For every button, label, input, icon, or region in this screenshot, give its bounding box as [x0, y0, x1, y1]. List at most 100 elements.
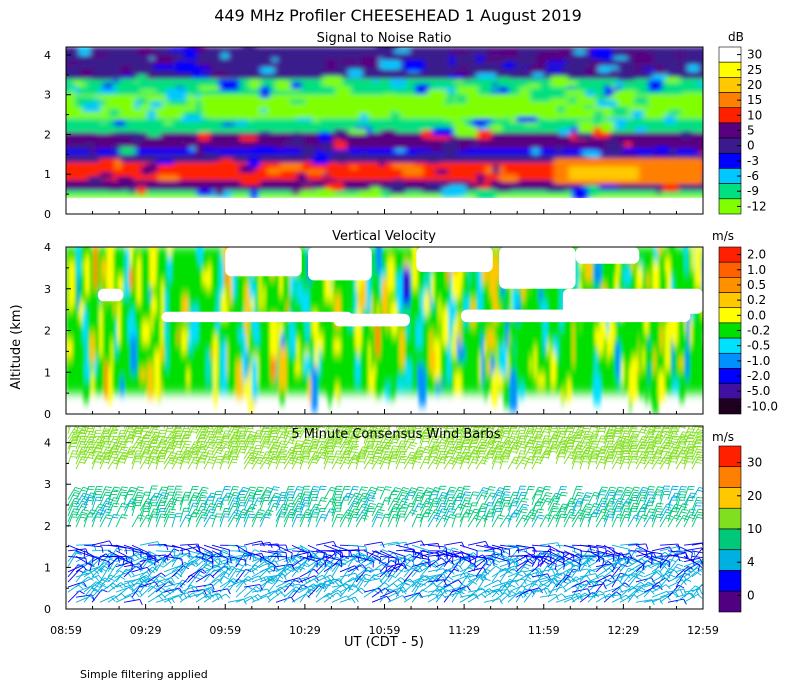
vv-cell — [159, 345, 164, 362]
wind-barb — [211, 575, 229, 588]
wind-barb — [387, 508, 399, 522]
colorbar-swatch — [718, 466, 742, 488]
wind-barb — [307, 508, 321, 522]
vv-cell — [324, 265, 331, 301]
vv-cell — [137, 357, 141, 393]
wind-barb — [195, 555, 214, 569]
wind-barb — [667, 558, 684, 573]
vv-cell — [136, 257, 142, 305]
wind-barb — [347, 587, 367, 598]
wind-barb — [675, 508, 689, 522]
snr-patch — [489, 136, 510, 145]
snr-patch — [669, 148, 676, 159]
vv-cell — [447, 341, 452, 382]
vv-cell — [108, 267, 114, 298]
snr-patch — [248, 113, 254, 121]
wind-barb — [291, 508, 303, 522]
wind-barb — [83, 550, 101, 566]
snr-patch — [376, 47, 398, 55]
wind-barb — [459, 491, 472, 506]
wind-barb — [195, 583, 215, 590]
wind-barb — [523, 583, 539, 598]
wind-barb — [275, 563, 295, 570]
wind-barb — [547, 514, 561, 528]
wind-barb — [691, 497, 703, 511]
snr-patch — [449, 54, 455, 66]
snr-patch — [475, 129, 492, 140]
vv-cell — [559, 286, 564, 332]
snr-patch — [454, 79, 464, 83]
wb-title: 5 Minute Consensus Wind Barbs — [291, 427, 500, 442]
snr-patch — [222, 122, 235, 127]
snr-patch — [281, 135, 293, 141]
wind-barb — [235, 544, 252, 561]
vv-cell — [584, 249, 593, 281]
wind-barb — [387, 595, 407, 603]
snr-patch — [565, 90, 584, 95]
snr-patch — [546, 66, 563, 72]
colorbar-label: -3 — [747, 154, 759, 168]
snr-patch — [289, 153, 300, 161]
vv-cell — [464, 324, 468, 335]
snr-patch — [317, 103, 333, 114]
wind-barb — [411, 575, 429, 588]
wind-barb — [107, 550, 125, 565]
snr-patch — [221, 136, 231, 146]
wind-barb — [643, 550, 663, 560]
wind-barb — [355, 503, 369, 517]
vv-cell — [147, 363, 154, 398]
colorbar-label: 2.0 — [747, 248, 766, 262]
wind-barb — [419, 559, 439, 568]
snr-patch — [618, 76, 635, 81]
wind-barb — [195, 491, 208, 506]
colorbar-label: 1.0 — [747, 263, 766, 277]
wind-barb — [651, 546, 673, 553]
wind-barb — [307, 491, 318, 506]
vv-cell — [93, 247, 98, 289]
wind-barb — [347, 513, 360, 528]
wind-barb — [547, 544, 565, 560]
wind-barb — [659, 491, 670, 506]
wind-barb — [283, 496, 295, 511]
vv-cell — [568, 314, 573, 332]
snr-patch — [280, 163, 303, 171]
wind-barb — [163, 555, 184, 565]
wind-barb — [491, 581, 511, 589]
wind-barb — [563, 502, 576, 517]
vv-cell — [456, 334, 463, 360]
colorbar-label: 30 — [747, 456, 762, 470]
wind-barb — [547, 555, 565, 570]
wind-barb — [611, 486, 625, 500]
wind-barb — [123, 544, 142, 557]
wind-barb — [571, 491, 584, 506]
wind-barb — [539, 550, 558, 563]
vv-cell — [125, 247, 130, 295]
wind-barb — [531, 560, 550, 573]
wind-barb — [235, 586, 254, 598]
snr-patch — [675, 53, 685, 59]
snr-patch — [567, 80, 577, 87]
colorbar-label: -1.0 — [747, 354, 770, 368]
wind-barb — [651, 508, 663, 522]
snr-patch — [470, 174, 477, 184]
snr-patch — [590, 47, 613, 59]
colorbar-label: 10 — [747, 522, 762, 536]
snr-patch — [596, 100, 617, 107]
wind-barb — [611, 544, 631, 556]
snr-patch — [599, 137, 610, 142]
snr-patch — [556, 118, 575, 128]
snr-patch — [296, 117, 315, 122]
snr-patch — [604, 86, 621, 95]
snr-patch — [444, 150, 456, 157]
wind-barb — [531, 544, 552, 553]
snr-patch — [427, 89, 448, 101]
wind-barb — [395, 578, 415, 588]
snr-patch — [275, 79, 290, 91]
vv-cell — [205, 264, 212, 289]
wind-barb — [619, 556, 638, 568]
wind-barb — [259, 555, 276, 572]
snr-patch — [456, 86, 479, 97]
snr-patch — [255, 147, 274, 153]
snr-patch — [314, 188, 332, 195]
